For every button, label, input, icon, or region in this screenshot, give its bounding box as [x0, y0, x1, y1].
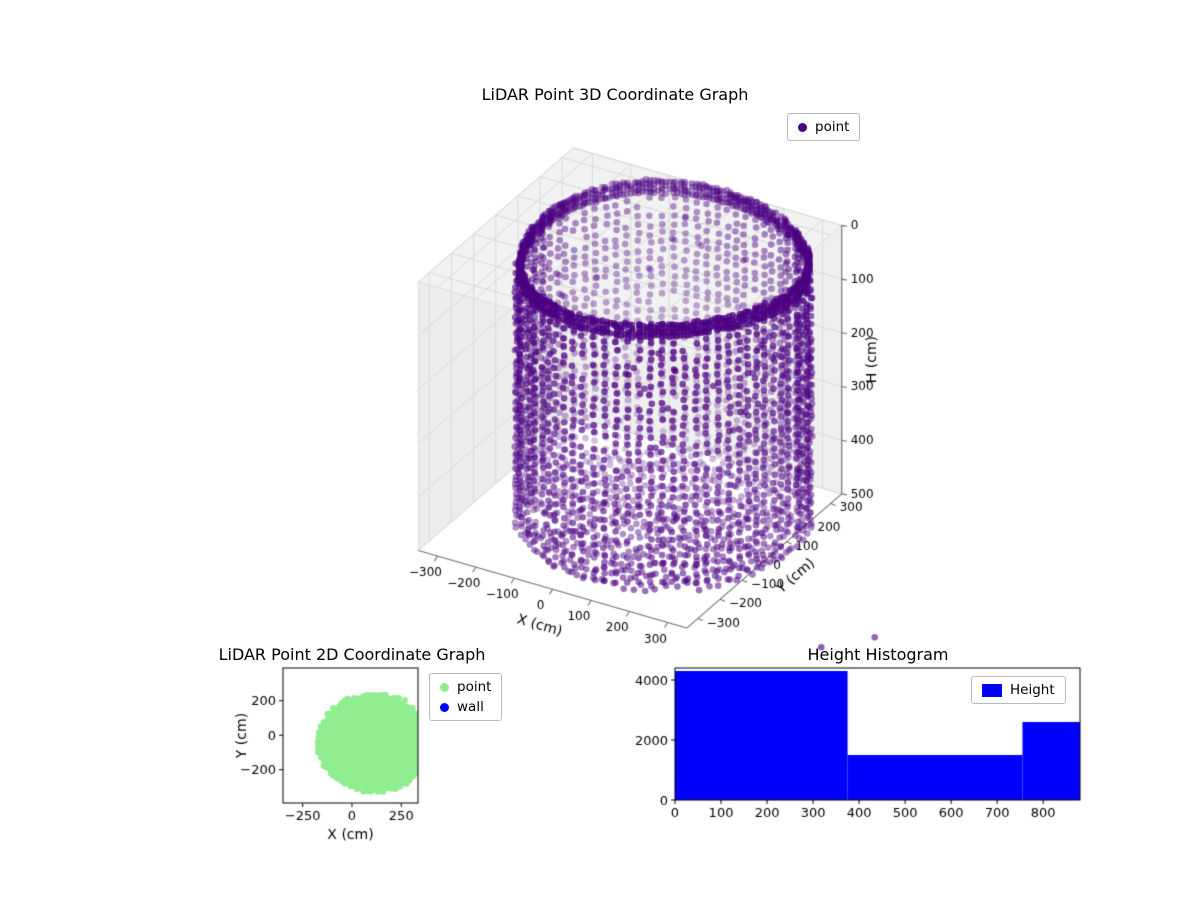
legend-item-wall: wall: [439, 697, 492, 717]
legend-item-height: Height: [981, 680, 1056, 700]
height-swatch-icon: [982, 683, 1002, 697]
point-marker-icon: [798, 122, 807, 132]
plot3d-title: LiDAR Point 3D Coordinate Graph: [481, 85, 749, 104]
point-marker-icon: [440, 682, 449, 692]
legend-item-point: point: [797, 117, 850, 137]
legend-label-point: point: [457, 679, 492, 695]
plot3d-legend: point: [787, 113, 861, 141]
wall-marker-icon: [440, 702, 449, 712]
legend-label-point: point: [815, 119, 850, 135]
histogram-legend: Height: [971, 676, 1066, 704]
plot2d-title: LiDAR Point 2D Coordinate Graph: [218, 645, 486, 664]
histogram-title: Height Histogram: [807, 645, 949, 664]
legend-label-wall: wall: [457, 699, 484, 715]
legend-item-point: point: [439, 677, 492, 697]
legend-label-height: Height: [1010, 682, 1055, 698]
plot2d-legend: point wall: [429, 673, 503, 721]
